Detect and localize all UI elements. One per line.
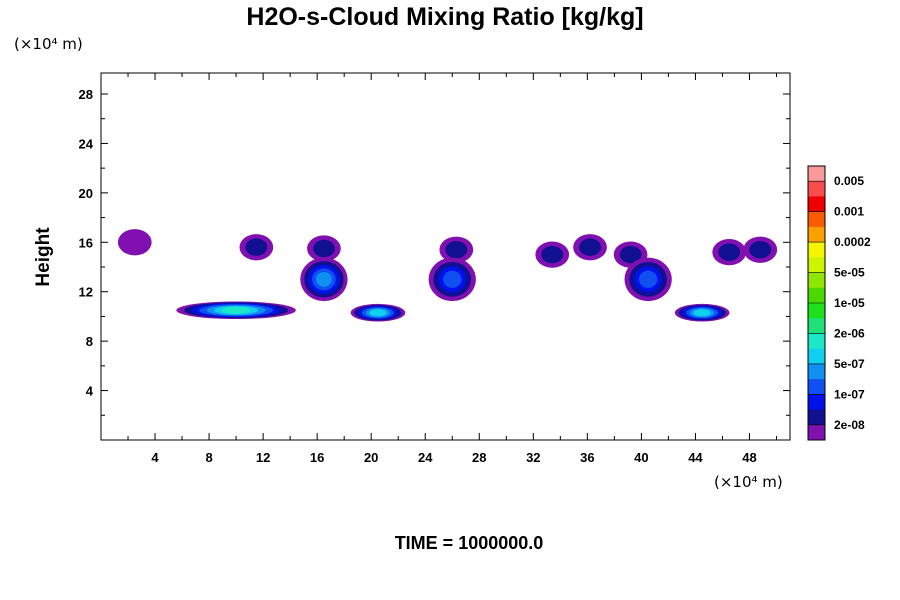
- y-tick-label-6: 28: [79, 87, 93, 102]
- colorbar-swatch-16: [808, 409, 825, 426]
- cloud-contour-level-6: [221, 306, 251, 314]
- y-tick-label-3: 16: [79, 235, 93, 250]
- chart-title: H2O-s-Cloud Mixing Ratio [kg/kg]: [246, 3, 643, 31]
- x-tick-label-4: 20: [364, 450, 378, 465]
- colorbar-swatch-5: [808, 242, 825, 258]
- cloud-cell-13: [350, 303, 406, 322]
- cloud-cell-10: [428, 257, 476, 302]
- y-tick-label-4: 20: [79, 186, 93, 201]
- colorbar-label-5: 2e-06: [834, 326, 865, 340]
- cloud-cell-3: [439, 236, 474, 263]
- cloud-field: [117, 229, 778, 322]
- colorbar-swatch-8: [808, 287, 825, 304]
- cloud-cell-7: [712, 239, 747, 266]
- x-tick-label-8: 36: [580, 450, 594, 465]
- colorbar-label-2: 0.0002: [834, 235, 871, 249]
- y-tick-label-0: 4: [86, 384, 94, 399]
- cloud-cell-11: [624, 257, 672, 302]
- time-label: TIME = 1000000.0: [395, 533, 544, 553]
- cloud-contour-level-1: [718, 243, 741, 261]
- cloud-cell-2: [307, 235, 341, 262]
- colorbar-swatch-12: [808, 348, 825, 365]
- cloud-contour-level-5: [369, 309, 387, 317]
- colorbar-swatch-0: [808, 166, 825, 182]
- x-tick-label-6: 28: [472, 450, 486, 465]
- y-axis-label: Height: [33, 227, 54, 287]
- cloud-contour-level-4: [316, 271, 332, 287]
- x-tick-label-3: 16: [310, 450, 324, 465]
- colorbar-label-0: 0.005: [834, 174, 864, 188]
- colorbar-swatch-17: [808, 424, 825, 441]
- colorbar-label-8: 2e-08: [834, 418, 865, 432]
- x-tick-label-10: 44: [688, 450, 703, 465]
- cloud-contour-level-1: [541, 245, 564, 264]
- colorbar-swatch-13: [808, 363, 825, 380]
- colorbar-swatch-9: [808, 303, 825, 319]
- cloud-cell-4: [535, 241, 570, 268]
- cloud-cell-8: [743, 236, 778, 263]
- x-tick-label-1: 8: [205, 450, 212, 465]
- cloud-cell-12: [176, 301, 296, 320]
- cloud-contour-level-5: [693, 309, 711, 317]
- y-tick-label-1: 8: [86, 334, 93, 349]
- y-axis: 4 8 12 16 20 24 28: [79, 87, 790, 416]
- x-tick-label-0: 4: [151, 450, 159, 465]
- colorbar-swatch-4: [808, 226, 825, 243]
- y-axis-unit: (×10⁴ m): [14, 35, 83, 53]
- cloud-contour-level-0: [117, 229, 152, 256]
- colorbar-swatch-1: [808, 181, 825, 197]
- cloud-cell-1: [239, 234, 274, 261]
- cloud-cell-5: [573, 234, 607, 261]
- colorbar-swatch-11: [808, 333, 825, 350]
- x-tick-label-7: 32: [526, 450, 540, 465]
- colorbar-swatch-14: [808, 379, 825, 395]
- colorbar-label-1: 0.001: [834, 205, 864, 219]
- cloud-cell-9: [300, 257, 348, 302]
- colorbar: 0.005 0.001 0.0002 5e-05 1e-05 2e-06 5e-07 1e-0…: [807, 165, 871, 441]
- colorbar-swatch-2: [808, 196, 825, 213]
- colorbar-label-4: 1e-05: [834, 296, 865, 310]
- colorbar-label-3: 5e-05: [834, 266, 865, 280]
- y-tick-label-5: 24: [79, 136, 94, 151]
- cloud-contour-level-1: [445, 241, 468, 259]
- cloud-contour-level-1: [619, 245, 642, 264]
- x-axis: 4 8 12 16 20 24 28 32 36 40 44 48: [127, 73, 777, 465]
- colorbar-swatch-3: [808, 211, 825, 228]
- x-axis-unit: (×10⁴ m): [714, 473, 783, 491]
- cloud-contour-level-1: [749, 241, 772, 259]
- cloud-contour-level-1: [245, 238, 268, 256]
- cloud-contour-level-1: [579, 238, 601, 256]
- colorbar-swatch-7: [808, 272, 825, 289]
- y-tick-label-2: 12: [79, 285, 93, 300]
- x-tick-label-11: 48: [742, 450, 756, 465]
- x-tick-label-2: 12: [256, 450, 270, 465]
- colorbar-swatch-6: [808, 257, 825, 273]
- cloud-contour-level-1: [312, 239, 335, 258]
- cloud-cell-14: [674, 303, 730, 322]
- cloud-cell-0: [117, 229, 152, 256]
- colorbar-swatch-10: [808, 318, 825, 334]
- colorbar-label-6: 5e-07: [834, 357, 865, 371]
- x-tick-label-5: 24: [418, 450, 433, 465]
- x-tick-label-9: 40: [634, 450, 648, 465]
- cloud-contour-level-3: [638, 270, 658, 288]
- cloud-contour-level-3: [443, 270, 462, 288]
- colorbar-swatch-15: [808, 394, 825, 410]
- colorbar-label-7: 1e-07: [834, 387, 865, 401]
